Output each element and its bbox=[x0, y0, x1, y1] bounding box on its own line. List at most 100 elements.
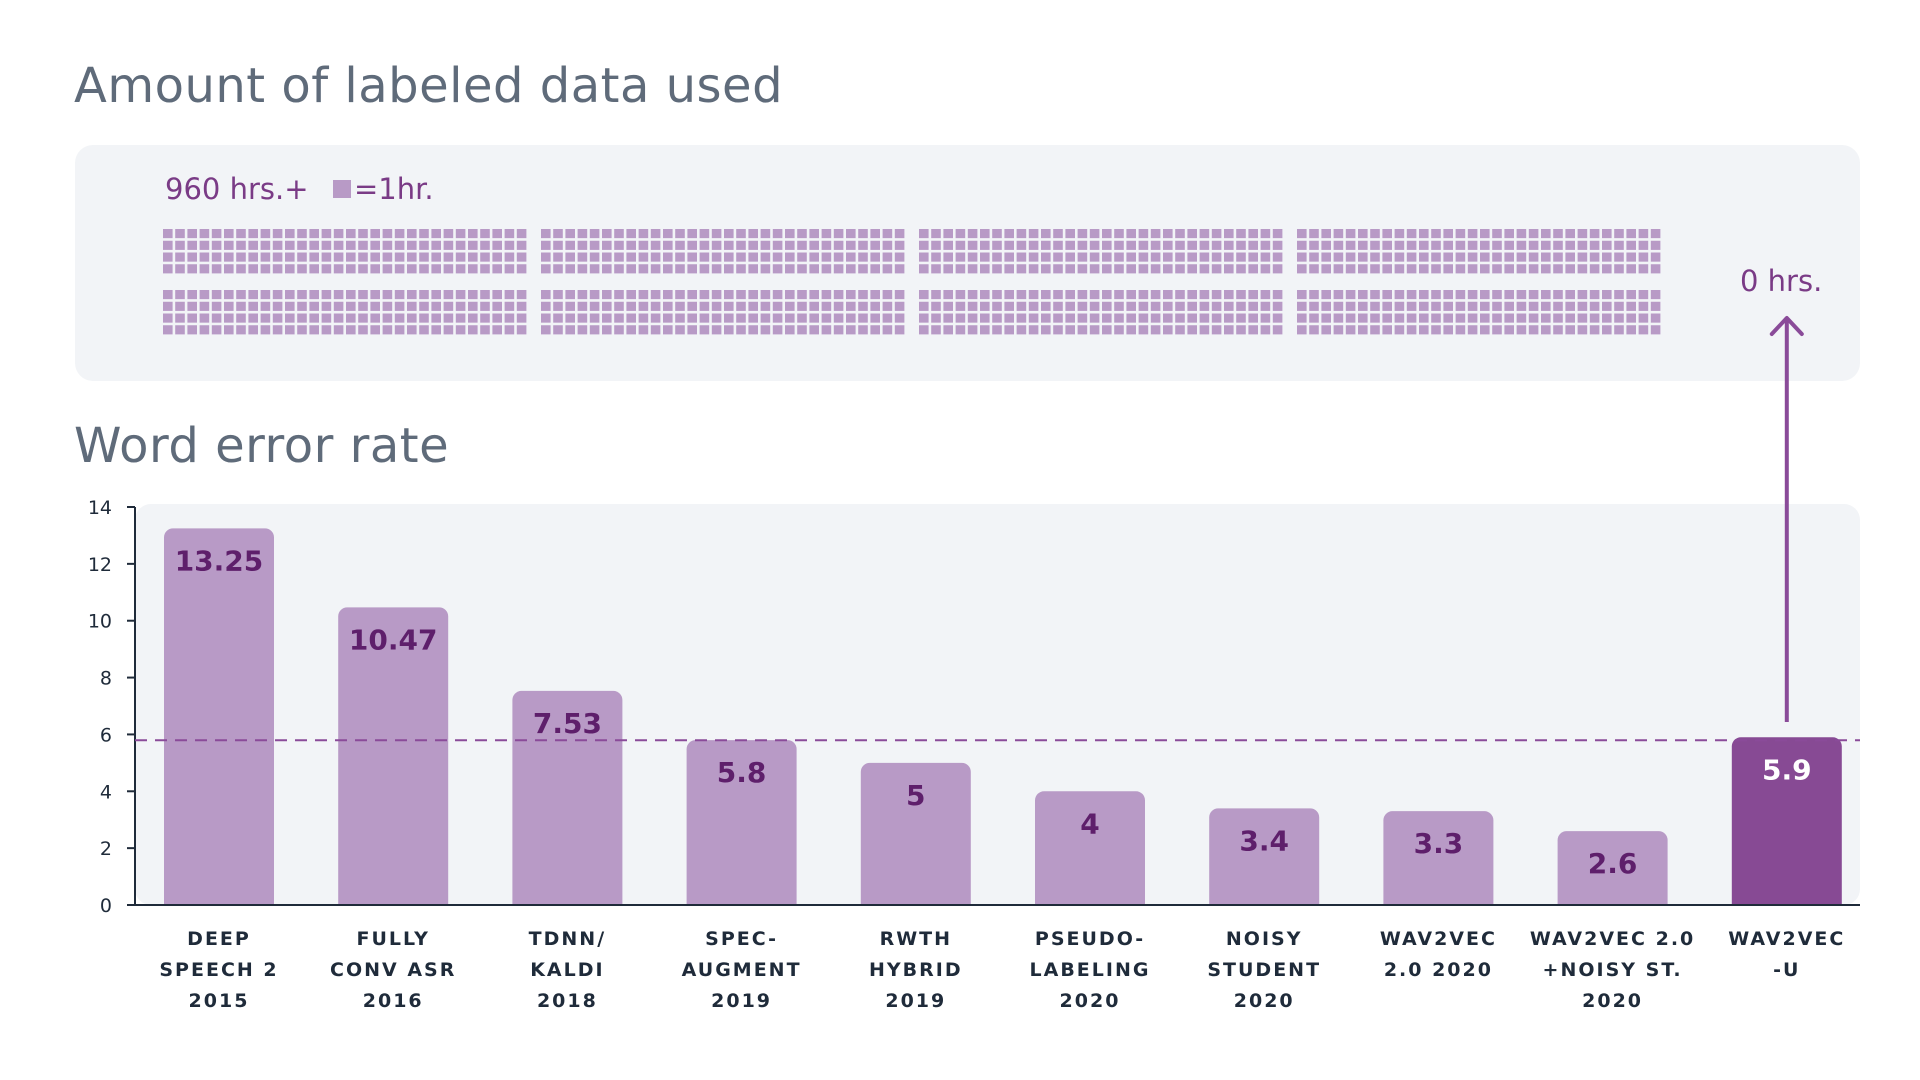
hour-square bbox=[1199, 264, 1210, 274]
baseline-mask bbox=[140, 906, 1860, 918]
hour-square bbox=[346, 252, 356, 262]
hour-square bbox=[431, 252, 441, 262]
hour-square bbox=[443, 264, 454, 274]
hour-square bbox=[358, 301, 368, 311]
hour-square bbox=[1236, 240, 1246, 250]
hour-square bbox=[699, 264, 710, 274]
hour-square bbox=[1553, 325, 1563, 335]
hour-square bbox=[1199, 290, 1210, 300]
hour-square bbox=[638, 252, 649, 262]
hour-square bbox=[833, 252, 844, 262]
hour-square bbox=[1541, 290, 1551, 300]
hour-square bbox=[1443, 252, 1453, 262]
hour-square bbox=[236, 325, 246, 335]
hour-square bbox=[1626, 240, 1636, 250]
hour-square bbox=[492, 229, 502, 239]
hour-square bbox=[382, 240, 393, 250]
hour-square bbox=[1638, 264, 1649, 274]
hour-square bbox=[211, 252, 222, 262]
hour-square bbox=[175, 252, 185, 262]
hour-square bbox=[1309, 301, 1319, 311]
hour-square bbox=[541, 240, 551, 250]
hour-square bbox=[1638, 252, 1649, 262]
hour-square bbox=[358, 290, 368, 300]
hour-square bbox=[260, 290, 271, 300]
hour-square bbox=[224, 240, 234, 250]
hour-square bbox=[382, 229, 393, 239]
hour-square bbox=[919, 252, 929, 262]
hour-square bbox=[748, 252, 758, 262]
hour-square bbox=[1175, 240, 1185, 250]
hour-square bbox=[1358, 301, 1368, 311]
hour-square bbox=[1516, 290, 1527, 300]
hour-square bbox=[614, 264, 624, 274]
hour-square bbox=[1236, 252, 1246, 262]
hour-square bbox=[1455, 252, 1466, 262]
hour-square bbox=[931, 301, 941, 311]
hour-square bbox=[577, 264, 588, 274]
hour-square bbox=[833, 313, 844, 323]
hour-square bbox=[1297, 264, 1307, 274]
hour-square bbox=[748, 313, 758, 323]
hour-square bbox=[297, 301, 307, 311]
hour-square bbox=[1053, 252, 1063, 262]
hour-square bbox=[248, 252, 258, 262]
hour-square bbox=[382, 313, 393, 323]
hour-square bbox=[1492, 229, 1502, 239]
hour-square bbox=[1589, 264, 1600, 274]
x-tick-label: CONV ASR bbox=[330, 959, 456, 981]
hour-square bbox=[711, 229, 722, 239]
hour-square bbox=[1370, 290, 1380, 300]
hour-square bbox=[1187, 313, 1197, 323]
hour-square bbox=[760, 240, 771, 250]
hour-square bbox=[1089, 313, 1100, 323]
hour-square bbox=[699, 252, 710, 262]
hour-square bbox=[358, 240, 368, 250]
hour-square bbox=[772, 240, 783, 250]
hour-square bbox=[480, 325, 490, 335]
hour-square bbox=[1187, 252, 1197, 262]
hour-square bbox=[382, 325, 393, 335]
hour-square bbox=[1370, 301, 1380, 311]
hour-square bbox=[309, 313, 319, 323]
hour-square bbox=[724, 264, 734, 274]
hour-square bbox=[1175, 313, 1185, 323]
x-tick-label: HYBRID bbox=[869, 959, 963, 981]
hour-square bbox=[1175, 290, 1185, 300]
hour-square bbox=[931, 229, 941, 239]
hour-square bbox=[1077, 252, 1088, 262]
x-tick-label: 2016 bbox=[363, 990, 424, 1012]
hour-square bbox=[1089, 240, 1100, 250]
hour-square bbox=[1406, 301, 1417, 311]
x-tick-label: 2019 bbox=[885, 990, 946, 1012]
hour-square bbox=[809, 264, 819, 274]
hour-square bbox=[1455, 290, 1466, 300]
hour-square bbox=[797, 290, 807, 300]
hour-square bbox=[663, 229, 673, 239]
hour-square bbox=[1516, 229, 1527, 239]
hour-square bbox=[772, 229, 783, 239]
hour-square bbox=[1053, 301, 1063, 311]
hour-square bbox=[1114, 290, 1124, 300]
hour-square bbox=[675, 301, 685, 311]
hour-square bbox=[333, 264, 344, 274]
hour-square bbox=[724, 290, 734, 300]
hour-square bbox=[1150, 229, 1161, 239]
hour-square bbox=[455, 301, 466, 311]
hour-square bbox=[1260, 290, 1271, 300]
hour-square bbox=[687, 240, 697, 250]
hour-square bbox=[394, 264, 405, 274]
hour-square bbox=[846, 290, 856, 300]
y-tick-label: 10 bbox=[88, 611, 112, 633]
hour-square bbox=[1626, 229, 1636, 239]
hour-square bbox=[1431, 325, 1441, 335]
hour-square bbox=[431, 229, 441, 239]
hour-square bbox=[760, 290, 771, 300]
hour-square bbox=[870, 301, 880, 311]
hour-square bbox=[882, 240, 893, 250]
hour-square bbox=[260, 325, 271, 335]
hour-square bbox=[224, 252, 234, 262]
hour-square bbox=[626, 229, 636, 239]
hour-square bbox=[638, 264, 649, 274]
hour-square bbox=[943, 313, 953, 323]
